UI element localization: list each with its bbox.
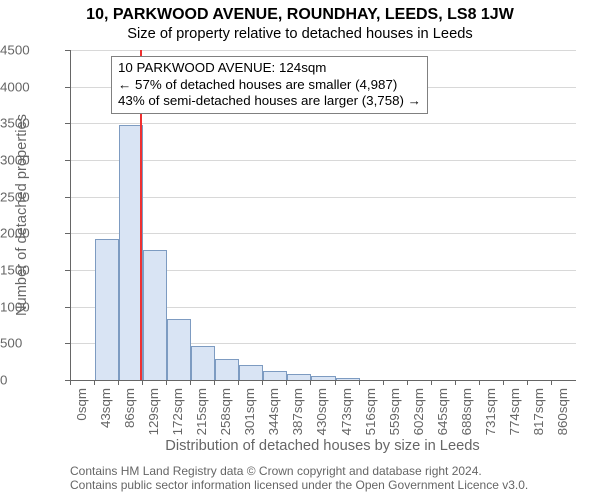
footer-line2: Contains public sector information licen… bbox=[70, 478, 528, 492]
x-tick-label: 645sqm bbox=[435, 388, 450, 438]
histogram-bar bbox=[263, 371, 287, 380]
x-tick-label: 215sqm bbox=[194, 388, 209, 438]
annotation-line1: 10 PARKWOOD AVENUE: 124sqm bbox=[118, 60, 421, 77]
x-tick-label: 774sqm bbox=[507, 388, 522, 438]
x-tick-label: 602sqm bbox=[411, 388, 426, 438]
histogram-bar bbox=[95, 239, 119, 380]
x-tick-label: 43sqm bbox=[98, 388, 113, 438]
y-tick-label: 4000 bbox=[0, 79, 60, 94]
chart-title-line1: 10, PARKWOOD AVENUE, ROUNDHAY, LEEDS, LS… bbox=[0, 6, 600, 24]
x-tick-mark bbox=[70, 380, 71, 385]
x-tick-mark bbox=[383, 380, 384, 385]
annotation-line3: 43% of semi-detached houses are larger (… bbox=[118, 93, 421, 110]
y-tick-label: 500 bbox=[0, 336, 60, 351]
histogram-bar bbox=[191, 346, 215, 380]
gridline bbox=[71, 123, 576, 124]
x-tick-label: 86sqm bbox=[122, 388, 137, 438]
gridline bbox=[71, 160, 576, 161]
gridline bbox=[71, 233, 576, 234]
annotation-line2: ← 57% of detached houses are smaller (4,… bbox=[118, 77, 421, 94]
x-tick-mark bbox=[455, 380, 456, 385]
x-tick-mark bbox=[431, 380, 432, 385]
x-tick-label: 731sqm bbox=[483, 388, 498, 438]
x-tick-label: 129sqm bbox=[146, 388, 161, 438]
x-tick-label: 172sqm bbox=[170, 388, 185, 438]
x-tick-mark bbox=[214, 380, 215, 385]
y-tick-label: 0 bbox=[0, 373, 60, 388]
y-axis-title: Number of detached properties bbox=[14, 50, 30, 380]
plot-area: 10 PARKWOOD AVENUE: 124sqm ← 57% of deta… bbox=[70, 50, 576, 381]
y-tick-label: 1500 bbox=[0, 263, 60, 278]
histogram-bar bbox=[239, 365, 263, 380]
x-tick-mark bbox=[142, 380, 143, 385]
x-axis-title: Distribution of detached houses by size … bbox=[70, 438, 575, 454]
chart-title-line2: Size of property relative to detached ho… bbox=[0, 26, 600, 42]
histogram-bar bbox=[287, 374, 311, 380]
x-tick-mark bbox=[407, 380, 408, 385]
x-tick-mark bbox=[190, 380, 191, 385]
histogram-bar bbox=[215, 359, 239, 380]
x-tick-label: 688sqm bbox=[459, 388, 474, 438]
x-tick-label: 516sqm bbox=[363, 388, 378, 438]
histogram-bar bbox=[311, 376, 335, 380]
y-tick-label: 1000 bbox=[0, 299, 60, 314]
x-tick-label: 387sqm bbox=[290, 388, 305, 438]
y-tick-label: 3500 bbox=[0, 116, 60, 131]
gridline bbox=[71, 197, 576, 198]
x-tick-label: 258sqm bbox=[218, 388, 233, 438]
x-tick-mark bbox=[527, 380, 528, 385]
y-tick-label: 4500 bbox=[0, 43, 60, 58]
x-tick-label: 860sqm bbox=[555, 388, 570, 438]
chart-container: 10, PARKWOOD AVENUE, ROUNDHAY, LEEDS, LS… bbox=[0, 0, 600, 500]
x-tick-mark bbox=[551, 380, 552, 385]
x-tick-mark bbox=[359, 380, 360, 385]
x-tick-mark bbox=[94, 380, 95, 385]
histogram-bar bbox=[336, 378, 360, 380]
y-tick-label: 2000 bbox=[0, 226, 60, 241]
x-tick-mark bbox=[166, 380, 167, 385]
x-tick-label: 344sqm bbox=[266, 388, 281, 438]
x-tick-mark bbox=[238, 380, 239, 385]
x-tick-label: 473sqm bbox=[339, 388, 354, 438]
x-tick-label: 817sqm bbox=[531, 388, 546, 438]
x-tick-mark bbox=[118, 380, 119, 385]
footer-line1: Contains HM Land Registry data © Crown c… bbox=[70, 464, 482, 478]
y-tick-label: 2500 bbox=[0, 189, 60, 204]
y-tick-label: 3000 bbox=[0, 153, 60, 168]
x-tick-mark bbox=[479, 380, 480, 385]
gridline bbox=[71, 50, 576, 51]
x-tick-label: 301sqm bbox=[242, 388, 257, 438]
x-tick-label: 430sqm bbox=[314, 388, 329, 438]
x-tick-label: 0sqm bbox=[74, 388, 89, 438]
x-tick-mark bbox=[335, 380, 336, 385]
x-tick-mark bbox=[286, 380, 287, 385]
x-tick-label: 559sqm bbox=[387, 388, 402, 438]
histogram-bar bbox=[167, 319, 191, 380]
x-tick-mark bbox=[262, 380, 263, 385]
annotation-box: 10 PARKWOOD AVENUE: 124sqm ← 57% of deta… bbox=[111, 56, 428, 114]
histogram-bar bbox=[143, 250, 167, 380]
x-tick-mark bbox=[310, 380, 311, 385]
x-tick-mark bbox=[503, 380, 504, 385]
